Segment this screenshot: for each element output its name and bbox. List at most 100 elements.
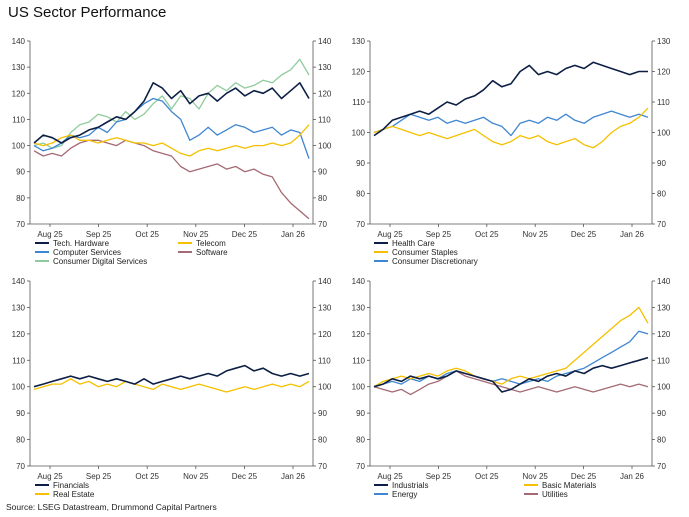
y-tick-label-right: 80 [318,194,327,203]
y-tick-label-left: 130 [352,303,366,312]
x-tick-label: Sep 25 [86,230,112,239]
y-tick-label-left: 70 [356,220,365,229]
y-tick-label-left: 110 [12,115,25,124]
legend-label: Tech. Hardware [53,239,110,248]
legend-label: Software [196,248,228,257]
y-tick-label-right: 120 [318,89,332,98]
y-tick-label-right: 130 [657,303,671,312]
y-tick-label-right: 70 [657,462,666,471]
y-tick-label-left: 90 [16,168,25,177]
series-line-basic-materials [373,306,649,388]
series-line-telecom [33,124,310,157]
y-tick-label-right: 90 [657,159,666,168]
y-tick-label-left: 120 [352,330,366,339]
x-tick-label: Jan 26 [620,230,645,239]
chart-panel-1: 70 70 80 80 90 90 100 100 110 110 120 120 130 130 140 1… [12,37,332,266]
y-tick-label-right: 110 [318,356,331,365]
legend-label: Consumer Digital Services [53,257,147,266]
y-tick-label-left: 80 [16,194,25,203]
x-tick-label: Dec 25 [571,230,597,239]
y-tick-label-left: 120 [12,330,26,339]
y-tick-label-right: 100 [318,383,332,392]
y-tick-label-left: 100 [12,383,26,392]
x-tick-label: Aug 25 [377,230,403,239]
y-tick-label-left: 140 [12,277,26,286]
x-tick-label: Aug 25 [377,472,403,481]
legend-label: Consumer Discretionary [392,257,478,266]
y-tick-label-right: 100 [657,383,671,392]
x-tick-label: Oct 25 [475,472,499,481]
y-tick-label-left: 110 [352,98,365,107]
x-tick-label: Dec 25 [232,472,258,481]
x-tick-label: Dec 25 [232,230,258,239]
y-tick-label-right: 80 [657,190,666,199]
y-tick-label-right: 100 [657,129,671,138]
y-tick-label-right: 70 [318,462,327,471]
y-tick-label-left: 110 [352,356,365,365]
legend-label: Utilities [542,490,568,499]
y-tick-label-right: 140 [318,37,332,46]
x-tick-label: Nov 25 [523,472,549,481]
legend-label: Energy [392,490,417,499]
y-tick-label-left: 140 [12,37,26,46]
series-line-consumer-staples [373,107,649,149]
y-tick-label-right: 140 [657,277,671,286]
y-tick-label-left: 130 [352,37,366,46]
y-tick-label-left: 130 [12,303,26,312]
series-line-computer-services [33,97,310,159]
legend-label: Financials [53,481,89,490]
y-tick-label-left: 90 [356,409,365,418]
y-tick-label-right: 130 [657,37,671,46]
y-tick-label-left: 80 [356,436,365,445]
y-tick-label-right: 110 [657,98,670,107]
y-tick-label-left: 70 [16,462,25,471]
x-tick-label: Aug 25 [37,230,63,239]
legend-label: Basic Materials [542,481,596,490]
series-line-consumer-digital-services [33,58,310,149]
x-tick-label: Aug 25 [37,472,63,481]
y-tick-label-left: 80 [356,190,365,199]
y-tick-label-left: 120 [12,89,26,98]
y-tick-label-right: 120 [657,330,671,339]
legend-label: Health Care [392,239,435,248]
series-line-health-care [373,61,648,137]
y-tick-label-right: 130 [318,63,332,72]
y-tick-label-right: 120 [318,330,332,339]
x-tick-label: Sep 25 [86,472,112,481]
legend-label: Real Estate [53,490,95,499]
y-tick-label-right: 70 [657,220,666,229]
y-tick-label-left: 100 [352,129,366,138]
series-line-industrials [373,356,649,393]
y-tick-label-right: 140 [318,277,332,286]
y-tick-label-left: 100 [12,142,26,151]
chart-panel-2: 70 70 80 80 90 90 100 100 110 110 120 120 130 130 Aug … [352,37,671,266]
chart-panel-3: 70 70 80 80 90 90 100 100 110 110 120 120 130 130 140 1… [12,277,332,499]
legend-label: Industrials [392,481,428,490]
x-tick-label: Oct 25 [475,230,499,239]
x-tick-label: Sep 25 [426,230,452,239]
y-tick-label-right: 120 [657,68,671,77]
y-tick-label-left: 90 [356,159,365,168]
y-tick-label-left: 100 [352,383,366,392]
y-tick-label-right: 70 [318,220,327,229]
y-tick-label-left: 110 [12,356,25,365]
series-line-utilities [373,370,649,396]
x-tick-label: Nov 25 [183,230,209,239]
chart-panel-4: 70 70 80 80 90 90 100 100 110 110 120 120 130 130 140 1… [352,277,671,499]
y-tick-label-right: 100 [318,142,332,151]
x-tick-label: Sep 25 [426,472,452,481]
y-tick-label-left: 120 [352,68,366,77]
y-tick-label-right: 110 [318,115,331,124]
x-tick-label: Jan 26 [281,472,306,481]
legend-label: Consumer Staples [392,248,458,257]
y-tick-label-right: 80 [657,436,666,445]
x-tick-label: Dec 25 [571,472,597,481]
source-note: Source: LSEG Datastream, Drummond Capita… [6,502,217,512]
y-tick-label-right: 130 [318,303,332,312]
series-line-financials [33,364,310,388]
y-tick-label-right: 110 [657,356,670,365]
series-line-software [33,139,310,220]
x-tick-label: Jan 26 [620,472,645,481]
x-tick-label: Jan 26 [281,230,306,239]
